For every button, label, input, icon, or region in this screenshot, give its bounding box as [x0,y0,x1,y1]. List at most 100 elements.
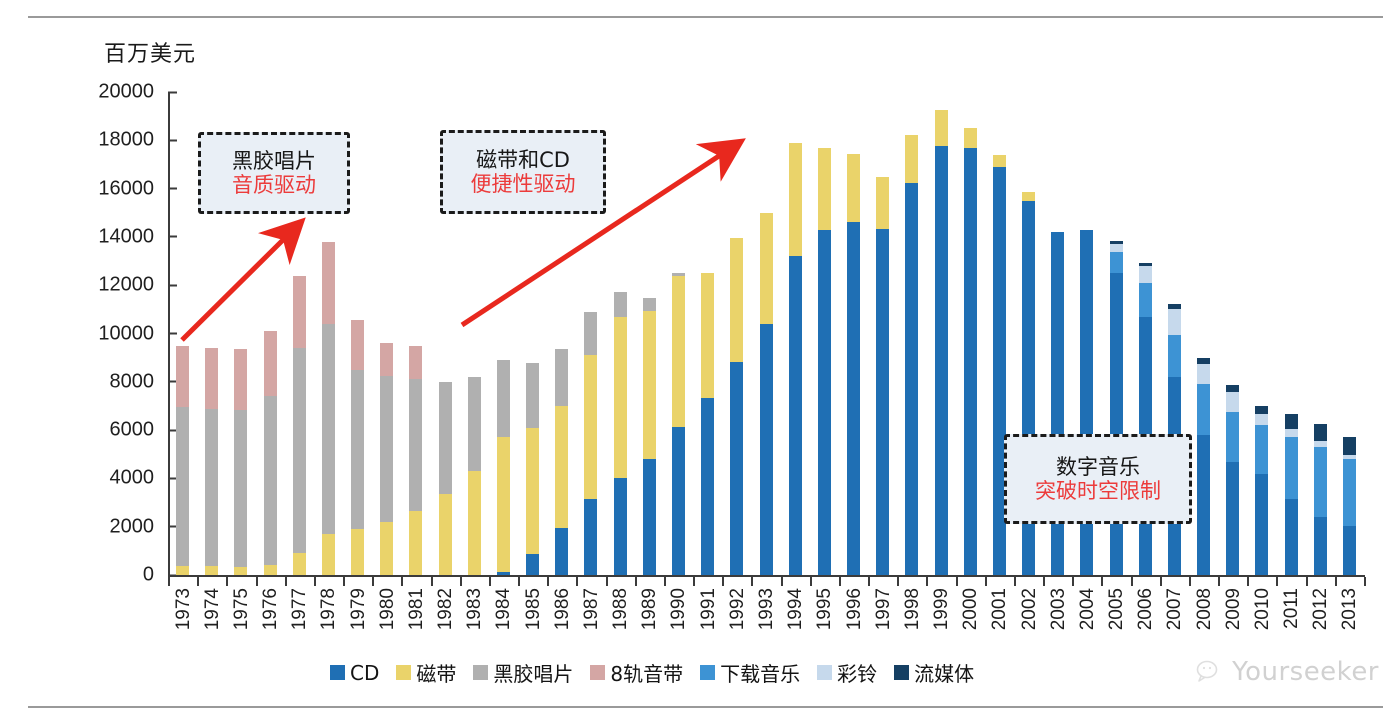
x-axis-line [168,575,1365,577]
bar-segment-streaming [1197,358,1211,365]
bar-1983[interactable] [467,376,481,575]
bar-segment-streaming [1167,304,1181,310]
bar-segment-download [1138,282,1152,317]
bar-1998[interactable] [905,135,919,575]
bar-1987[interactable] [584,311,598,575]
x-tick-mark [751,577,754,586]
y-tick-6000: 6000 [110,419,177,442]
bar-1978[interactable] [321,242,335,575]
bar-2010[interactable] [1255,405,1269,575]
wechat-chat-icon [1196,660,1218,682]
annotation-line-primary: 数字音乐 [1056,454,1140,479]
x-tick-mark [926,577,929,586]
x-tick-mark [1072,577,1075,586]
bar-segment-ringtone [1226,392,1240,412]
bar-2005[interactable] [1109,241,1123,575]
legend-label: 黑胶唱片 [493,662,574,686]
bar-segment-download [1109,251,1123,274]
bar-segment-cd [905,182,919,575]
bar-1980[interactable] [380,343,394,575]
x-tick-mark [401,577,404,586]
bar-segment-cassette [496,437,510,572]
bar-1984[interactable] [496,360,510,575]
legend-item-download[interactable]: 下载音乐 [700,658,800,687]
bar-1974[interactable] [205,348,219,575]
bar-1993[interactable] [759,213,773,575]
bar-segment-cassette [905,135,919,183]
bar-1986[interactable] [555,349,569,575]
bar-2012[interactable] [1313,424,1327,575]
bar-segment-cassette [759,213,773,324]
bar-1985[interactable] [526,362,540,575]
annotation-line-primary: 磁带和CD [476,147,570,172]
bar-segment-vinyl [438,381,452,495]
bar-1981[interactable] [409,345,423,575]
bar-segment-streaming [1284,413,1298,430]
bar-segment-download [1226,412,1240,462]
bar-1995[interactable] [817,147,831,575]
x-tick-mark [955,577,958,586]
bar-segment-eight_track [263,330,277,397]
bar-1992[interactable] [730,238,744,575]
bar-segment-cassette [1022,192,1036,201]
legend-item-cd[interactable]: CD [330,661,379,685]
x-tick-mark [984,577,987,586]
bar-segment-streaming [1138,263,1152,267]
bar-segment-eight_track [351,320,365,370]
annotation-digital-era: 数字音乐 突破时空限制 [1004,434,1192,524]
bar-segment-cassette [847,153,860,223]
x-axis-label-2002: 2002 [1018,588,1040,631]
bar-segment-cassette [176,566,190,575]
x-axis-label-2011: 2011 [1281,588,1303,629]
bar-1989[interactable] [642,297,656,575]
bar-segment-streaming [1255,405,1269,414]
bar-1996[interactable] [847,153,860,575]
x-axis-label-1998: 1998 [901,588,923,631]
bar-segment-cd [788,255,802,575]
bar-2006[interactable] [1138,263,1152,575]
x-axis-label-1986: 1986 [551,588,573,631]
x-tick-mark [1159,577,1162,586]
bar-segment-cassette [321,533,335,575]
bar-1988[interactable] [613,292,627,575]
legend-item-streaming[interactable]: 流媒体 [894,658,974,687]
watermark-text: Yourseeker [1232,657,1379,687]
legend-item-vinyl[interactable]: 黑胶唱片 [473,658,573,687]
bar-1976[interactable] [263,330,277,575]
bar-segment-cd [555,527,569,575]
bar-2008[interactable] [1197,358,1211,575]
bar-1997[interactable] [876,176,890,575]
x-tick-mark [1276,577,1279,586]
x-tick-mark [1247,577,1250,586]
x-axis-label-2003: 2003 [1047,588,1069,631]
bar-1975[interactable] [234,348,248,575]
bar-2011[interactable] [1284,413,1298,575]
bar-segment-ringtone [1284,429,1298,438]
bar-segment-cassette [409,511,423,575]
bar-segment-cd [496,571,510,575]
bar-1994[interactable] [788,142,802,575]
legend-item-eight_track[interactable]: 8轨音带 [590,658,683,687]
bar-1977[interactable] [292,275,306,575]
x-axis-label-1993: 1993 [756,588,777,631]
bar-segment-eight_track [380,343,394,376]
x-axis-label-2004: 2004 [1076,588,1098,631]
bar-1973[interactable] [176,345,190,575]
x-tick-mark [1218,577,1221,586]
legend-item-cassette[interactable]: 磁带 [396,658,456,687]
bar-2013[interactable] [1342,437,1356,575]
x-axis-label-1973: 1973 [172,588,194,631]
bar-segment-vinyl [555,349,569,406]
bar-segment-cd [671,426,685,575]
bar-1999[interactable] [934,110,948,575]
bar-1982[interactable] [438,381,452,575]
bar-1979[interactable] [351,320,365,575]
bar-1990[interactable] [671,273,685,575]
bar-2000[interactable] [963,128,977,575]
bar-segment-cassette [467,471,481,575]
bar-1991[interactable] [701,273,715,575]
bar-2001[interactable] [992,154,1006,575]
bar-2009[interactable] [1226,384,1240,575]
x-axis-label-2000: 2000 [960,588,982,631]
legend-item-ringtone[interactable]: 彩铃 [817,658,877,687]
